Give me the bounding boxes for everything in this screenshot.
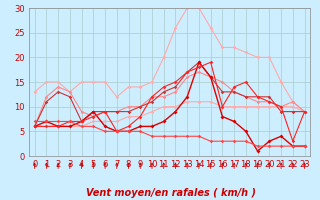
Text: Vent moyen/en rafales ( km/h ): Vent moyen/en rafales ( km/h ) (86, 188, 256, 198)
